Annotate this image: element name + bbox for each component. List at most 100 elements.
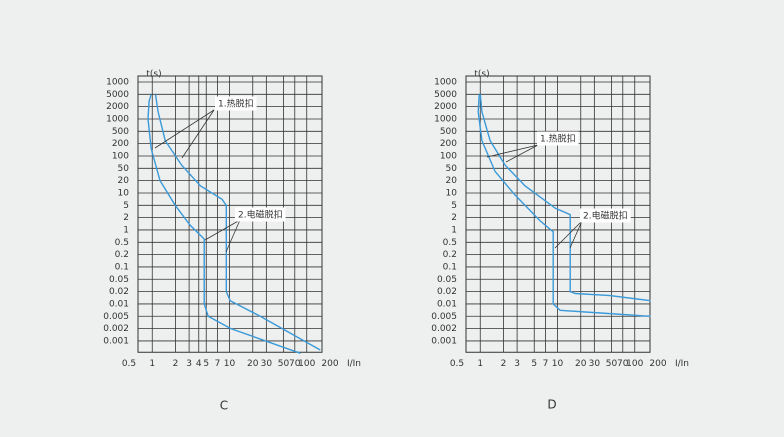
y-tick-label: 2 <box>451 213 457 223</box>
y-tick-label: 20 <box>118 176 130 186</box>
y-tick-label: 500 <box>440 127 457 137</box>
y-tick-label: 50 <box>118 164 130 174</box>
x-tick-label: 5 <box>531 359 537 369</box>
y-tick-label: 200 <box>440 139 457 149</box>
y-tick-label: 100 <box>112 151 129 161</box>
curve <box>147 94 301 354</box>
y-tick-label: 0.5 <box>115 238 129 248</box>
y-tick-label: 50 <box>446 164 458 174</box>
y-tick-label: 0.02 <box>109 287 129 297</box>
x-tick-label: 1 <box>149 359 155 369</box>
y-tick-label: 0.1 <box>115 262 129 272</box>
y-tick-label: 0.02 <box>437 287 457 297</box>
annotation: 1.热脱扣 <box>540 133 576 145</box>
x-tick-label: 2 <box>501 359 507 369</box>
y-tick-label: 1000 <box>106 114 129 124</box>
x-tick-label: 4 <box>196 359 202 369</box>
x-tick-label: 3 <box>186 359 192 369</box>
y-tick-label: 5000 <box>106 90 129 100</box>
x-tick-label: 200 <box>321 359 338 369</box>
x-tick-label: 0.5 <box>450 359 464 369</box>
x-tick-label: 7 <box>215 359 221 369</box>
y-tick-label: 200 <box>112 139 129 149</box>
annotation: 2.电磁脱扣 <box>238 209 283 221</box>
y-tick-label: 0.005 <box>103 312 129 322</box>
leader-line <box>554 220 583 249</box>
plot-area <box>465 75 651 353</box>
curve <box>479 94 651 302</box>
annotation-bg <box>537 131 579 146</box>
plot-area <box>137 75 323 353</box>
annotation-bg <box>215 96 257 111</box>
annotation-bg <box>235 207 286 222</box>
x-tick-label: 5 <box>203 359 209 369</box>
x-tick-label: 1 <box>477 359 483 369</box>
leader-line <box>181 109 215 159</box>
y-tick-label: 0.005 <box>431 312 457 322</box>
caption: C <box>220 399 228 413</box>
leader-line <box>569 220 583 249</box>
annotation-bg <box>580 208 631 223</box>
y-tick-label: 0.001 <box>103 336 129 346</box>
curve <box>154 94 321 351</box>
x-tick-label: 200 <box>649 359 666 369</box>
x-tick-label: 50 <box>606 359 618 369</box>
y-tick-label: 0.002 <box>431 324 457 334</box>
y-tick-label: 1000 <box>434 78 457 88</box>
leader-line <box>505 144 539 163</box>
x-tick-label: 20 <box>247 359 259 369</box>
x-tick-label: 10 <box>224 359 236 369</box>
x-tick-label: 2 <box>173 359 179 369</box>
y-tick-label: 0.1 <box>443 262 457 272</box>
x-tick-label: 20 <box>575 359 587 369</box>
y-tick-label: 0.5 <box>443 238 457 248</box>
curve <box>477 94 651 317</box>
y-tick-label: 0.2 <box>443 250 457 260</box>
y-tick-label: 0.01 <box>109 299 129 309</box>
annotation: 2.电磁脱扣 <box>583 210 628 222</box>
y-tick-label: 5000 <box>434 90 457 100</box>
leader-line <box>486 144 539 158</box>
x-tick-label: 100 <box>626 359 643 369</box>
y-tick-label: 100 <box>440 151 457 161</box>
y-tick-label: 0.01 <box>437 299 457 309</box>
y-tick-label: 5 <box>451 201 457 211</box>
y-tick-label: 1000 <box>434 114 457 124</box>
leader-line <box>225 219 241 253</box>
leader-line <box>154 109 215 149</box>
y-tick-label: 0.002 <box>103 324 129 334</box>
x-tick-label: 30 <box>261 359 273 369</box>
x-tick-label: 70 <box>289 359 301 369</box>
y-tick-label: 0.05 <box>109 275 129 285</box>
y-tick-label: 10 <box>446 188 458 198</box>
x-tick-label: 50 <box>278 359 290 369</box>
x-tick-label: 70 <box>617 359 629 369</box>
x-axis-label: I/In <box>347 359 361 369</box>
y-tick-label: 0.05 <box>437 275 457 285</box>
y-axis-label: t(s) <box>146 70 161 80</box>
y-tick-label: 1000 <box>106 78 129 88</box>
y-tick-label: 10 <box>118 188 130 198</box>
y-tick-label: 5 <box>123 201 129 211</box>
leader-line <box>204 219 241 241</box>
y-tick-label: 0.2 <box>115 250 129 260</box>
y-tick-label: 0.001 <box>431 336 457 346</box>
x-tick-label: 7 <box>543 359 549 369</box>
y-axis-label: t(s) <box>474 70 489 80</box>
y-tick-label: 20 <box>446 176 458 186</box>
y-tick-label: 1 <box>123 225 129 235</box>
y-tick-label: 2000 <box>434 102 457 112</box>
y-tick-label: 2 <box>123 213 129 223</box>
y-tick-label: 500 <box>112 127 129 137</box>
y-tick-label: 2000 <box>106 102 129 112</box>
annotation: 1.热脱扣 <box>218 98 254 110</box>
x-tick-label: 10 <box>552 359 564 369</box>
x-tick-label: 3 <box>514 359 520 369</box>
x-axis-label: I/In <box>675 359 689 369</box>
x-tick-label: 0.5 <box>122 359 136 369</box>
x-tick-label: 30 <box>589 359 601 369</box>
x-tick-label: 100 <box>298 359 315 369</box>
y-tick-label: 1 <box>451 225 457 235</box>
